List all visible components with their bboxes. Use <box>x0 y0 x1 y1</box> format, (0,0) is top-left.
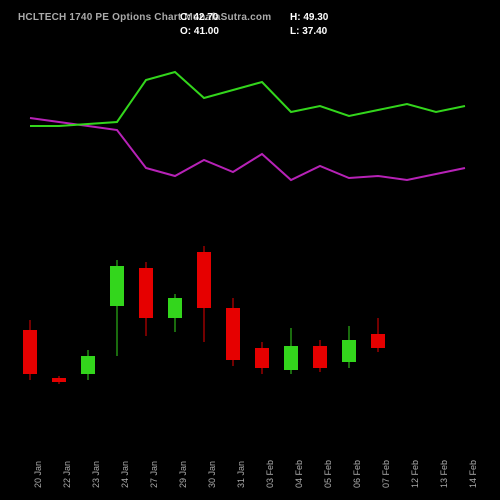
quote-low: L: 37.40 <box>290 26 327 37</box>
x-axis-label: 07 Feb <box>381 460 385 488</box>
x-axis-label: 03 Feb <box>265 460 269 488</box>
chart-title: HCLTECH 1740 PE Options Chart MunafaSutr… <box>18 12 271 23</box>
indicator-line-upper <box>30 72 465 126</box>
candle-body <box>342 340 356 362</box>
x-axis-label: 13 Feb <box>439 460 443 488</box>
x-axis-label: 22 Jan <box>62 461 66 488</box>
candle-body <box>110 266 124 306</box>
chart-area <box>18 50 482 440</box>
x-axis-label: 23 Jan <box>91 461 95 488</box>
candle-body <box>52 378 66 382</box>
candle-body <box>226 308 240 360</box>
x-axis-label: 04 Feb <box>294 460 298 488</box>
x-axis-label: 31 Jan <box>236 461 240 488</box>
chart-svg <box>18 50 482 440</box>
x-axis-label: 30 Jan <box>207 461 211 488</box>
quote-high: H: 49.30 <box>290 12 328 23</box>
x-axis-label: 27 Jan <box>149 461 153 488</box>
candle-body <box>23 330 37 374</box>
candle-body <box>255 348 269 368</box>
x-axis-label: 06 Feb <box>352 460 356 488</box>
candle-body <box>313 346 327 368</box>
candle-body <box>139 268 153 318</box>
candle-body <box>197 252 211 308</box>
candle-body <box>81 356 95 374</box>
x-axis-label: 24 Jan <box>120 461 124 488</box>
x-axis-labels: 20 Jan 22 Jan 23 Jan 24 Jan 27 Jan 29 Jan 30 J… <box>18 442 482 492</box>
x-axis-label: 14 Feb <box>468 460 472 488</box>
x-axis-label: 20 Jan <box>33 461 37 488</box>
candle-body <box>284 346 298 370</box>
x-axis-label: 12 Feb <box>410 460 414 488</box>
quote-close: C: 42.70 <box>180 12 218 23</box>
candle-body <box>371 334 385 348</box>
indicator-line-lower <box>30 118 465 180</box>
candle-body <box>168 298 182 318</box>
x-axis-label: 05 Feb <box>323 460 327 488</box>
x-axis-label: 29 Jan <box>178 461 182 488</box>
quote-open: O: 41.00 <box>180 26 219 37</box>
